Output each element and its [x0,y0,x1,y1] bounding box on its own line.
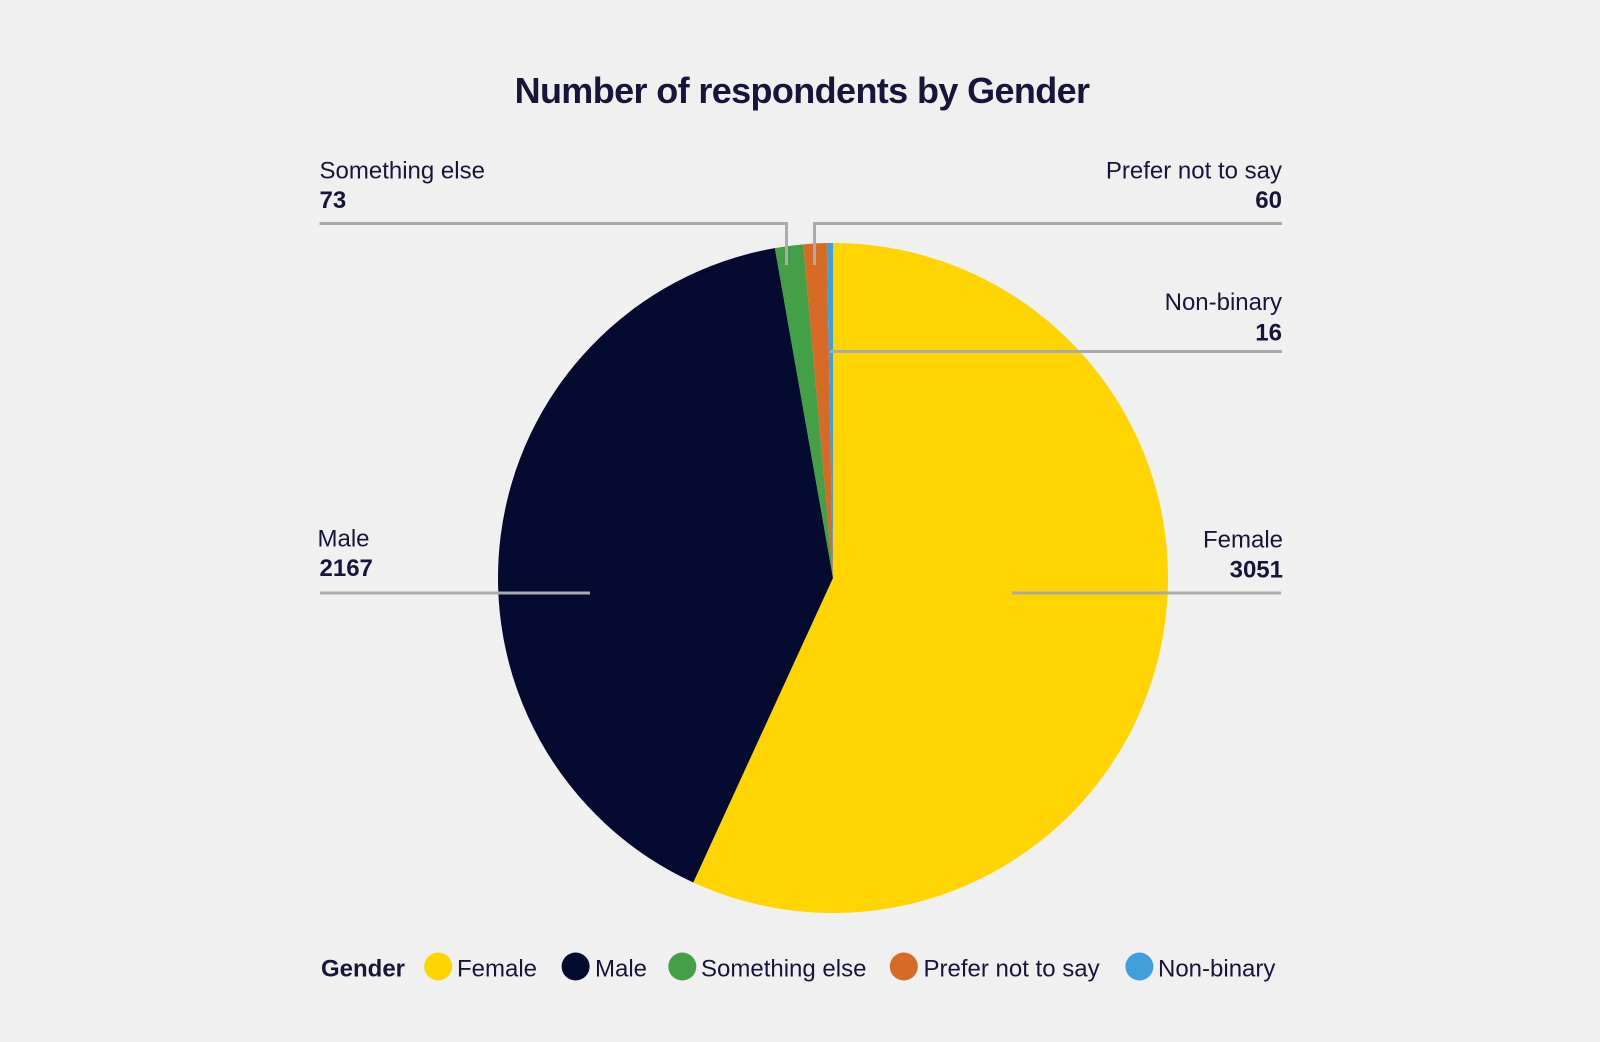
svg-text:Male: Male [318,525,370,552]
svg-text:16: 16 [1255,320,1282,347]
svg-text:2167: 2167 [320,555,373,582]
svg-text:Female: Female [457,956,537,983]
svg-text:Something else: Something else [320,158,485,185]
svg-text:Female: Female [1203,527,1283,554]
svg-text:3051: 3051 [1230,557,1283,584]
svg-text:Prefer not to say: Prefer not to say [924,956,1100,983]
svg-text:Prefer not to say: Prefer not to say [1106,158,1282,185]
svg-text:73: 73 [320,187,347,214]
svg-text:Male: Male [595,956,647,983]
svg-text:Non-binary: Non-binary [1165,289,1282,316]
svg-text:60: 60 [1255,187,1282,214]
svg-text:Number of respondents by Gende: Number of respondents by Gender [515,70,1090,111]
svg-text:Gender: Gender [321,956,405,983]
svg-text:Something else: Something else [701,956,866,983]
svg-text:Non-binary: Non-binary [1158,956,1275,983]
